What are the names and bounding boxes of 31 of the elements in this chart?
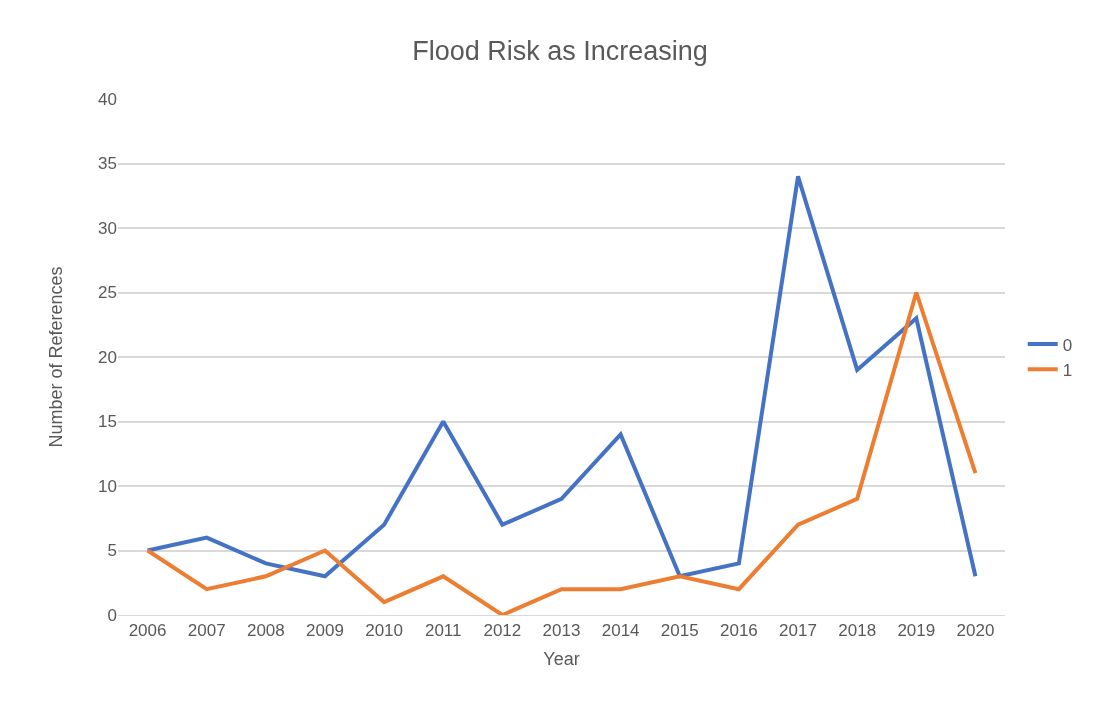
y-tick-label: 15: [98, 412, 117, 432]
x-tick-label: 2018: [838, 621, 877, 641]
x-tick-label: 2019: [897, 621, 936, 641]
x-tick-label: 2006: [128, 621, 167, 641]
x-tick-label: 2007: [187, 621, 226, 641]
x-tick-label: 2016: [719, 621, 758, 641]
y-tick-label: 30: [98, 218, 117, 238]
y-axis-title: Number of References: [46, 266, 67, 448]
x-tick-label: 2017: [779, 621, 817, 641]
y-tick-label: 20: [98, 347, 117, 367]
line-series: [145, 174, 978, 579]
x-tick-label: 2008: [246, 621, 285, 641]
y-tick-label: 5: [107, 541, 117, 561]
x-tick-label: 2014: [601, 621, 640, 641]
x-tick-label: 2012: [483, 621, 522, 641]
line-series: [145, 290, 978, 615]
x-tick-label: 2015: [660, 621, 699, 641]
x-tick-label: 2010: [365, 621, 404, 641]
x-tick-label: 2020: [956, 621, 995, 641]
legend-label: 0: [1062, 335, 1073, 355]
y-tick-label: 25: [98, 283, 117, 303]
y-tick-label: 0: [107, 605, 117, 625]
y-tick-label: 35: [98, 154, 117, 174]
y-tick-label: 10: [98, 476, 117, 496]
y-tick-label: 40: [98, 89, 117, 109]
x-tick-label: 2011: [424, 621, 462, 641]
x-tick-label: 2009: [306, 621, 344, 641]
chart-title: Flood Risk as Increasing: [412, 35, 708, 66]
x-axis-title: Year: [543, 648, 580, 669]
legend-label: 1: [1062, 360, 1073, 380]
x-tick-label: 2013: [542, 621, 581, 641]
